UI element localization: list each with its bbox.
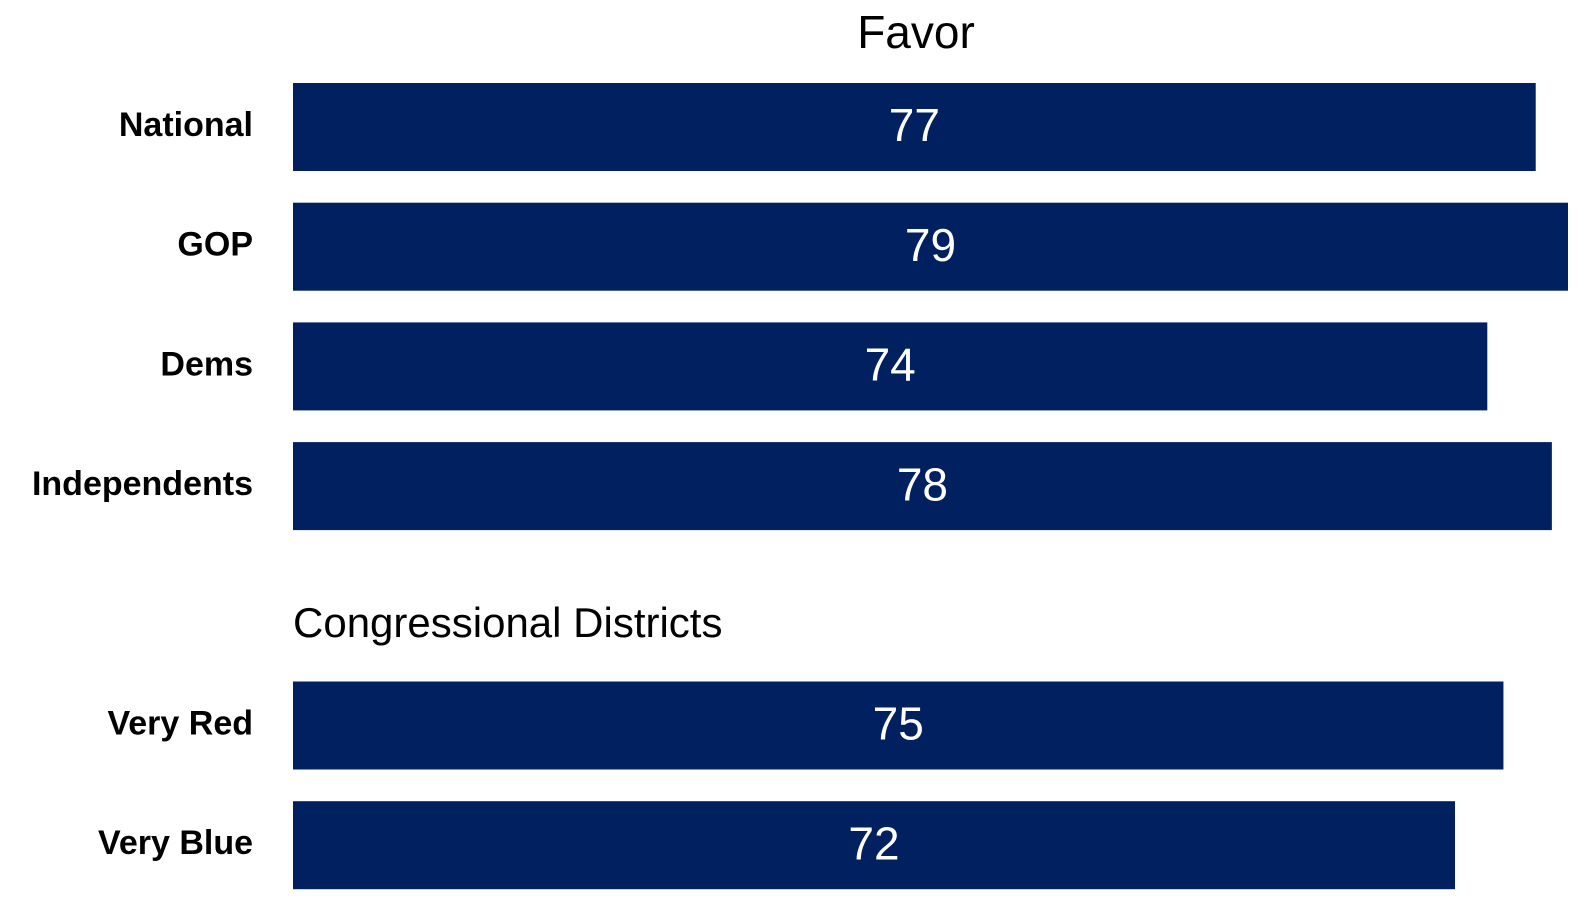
bar [293,322,1488,411]
category-label: Very Blue [98,824,253,862]
bar [293,681,1504,770]
value-label: 79 [905,219,956,271]
bar [293,801,1456,890]
category-label: National [119,106,253,144]
bar [293,202,1568,291]
category-label: Dems [160,345,253,383]
category-label: GOP [177,226,253,264]
value-label: 75 [873,698,924,750]
value-label: 72 [848,817,899,869]
value-label: 78 [897,458,948,510]
value-label: 74 [865,339,916,391]
chart-title: Favor [857,6,975,58]
category-label: Very Red [107,704,253,742]
bar [293,83,1536,171]
bar [293,442,1552,531]
value-label: 77 [889,99,940,151]
category-label: Independents [32,465,253,503]
group-label: Congressional Districts [293,599,722,646]
